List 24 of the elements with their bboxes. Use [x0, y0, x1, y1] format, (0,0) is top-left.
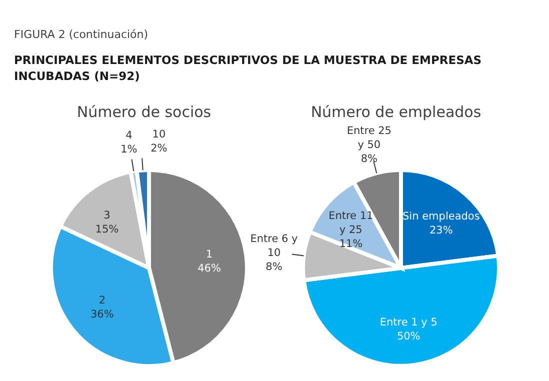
slice-label: Sin empleados: [402, 210, 480, 222]
text: PRINCIPALES ELEMENTOS DESCRIPTIVOS DE LA MUESTRA DE EMPRESAS INCUBADAS (N=92): [14, 52, 483, 84]
slice-label: Entre 25 y 50: [346, 125, 392, 152]
chart-title: Número de empleados: [310, 103, 482, 123]
data-label: 8%: [266, 260, 282, 273]
slice-label: 4: [126, 130, 133, 142]
data-label: 11%: [339, 238, 363, 250]
slice-label: Entre 1 y 5: [380, 316, 438, 328]
chart-title: Número de socios: [76, 103, 212, 123]
data-label: 36%: [90, 308, 114, 321]
text: FIGURA 2 (continuación): [14, 28, 148, 41]
data-label: 8%: [360, 153, 378, 166]
data-label: 23%: [430, 224, 453, 236]
slice-label: Entre 11 y 25: [328, 210, 374, 236]
slice-label: 2: [98, 294, 106, 307]
slice-label: 3: [104, 210, 110, 222]
data-label: 50%: [396, 330, 420, 342]
slice-label: 1: [206, 248, 213, 260]
slice-label: Entre 6 y 10: [250, 232, 298, 259]
data-label: 2%: [150, 142, 168, 154]
data-label: 15%: [95, 224, 119, 236]
data-label: 46%: [198, 262, 221, 274]
data-label: 1%: [120, 144, 138, 156]
slice-label: 10: [152, 128, 166, 140]
